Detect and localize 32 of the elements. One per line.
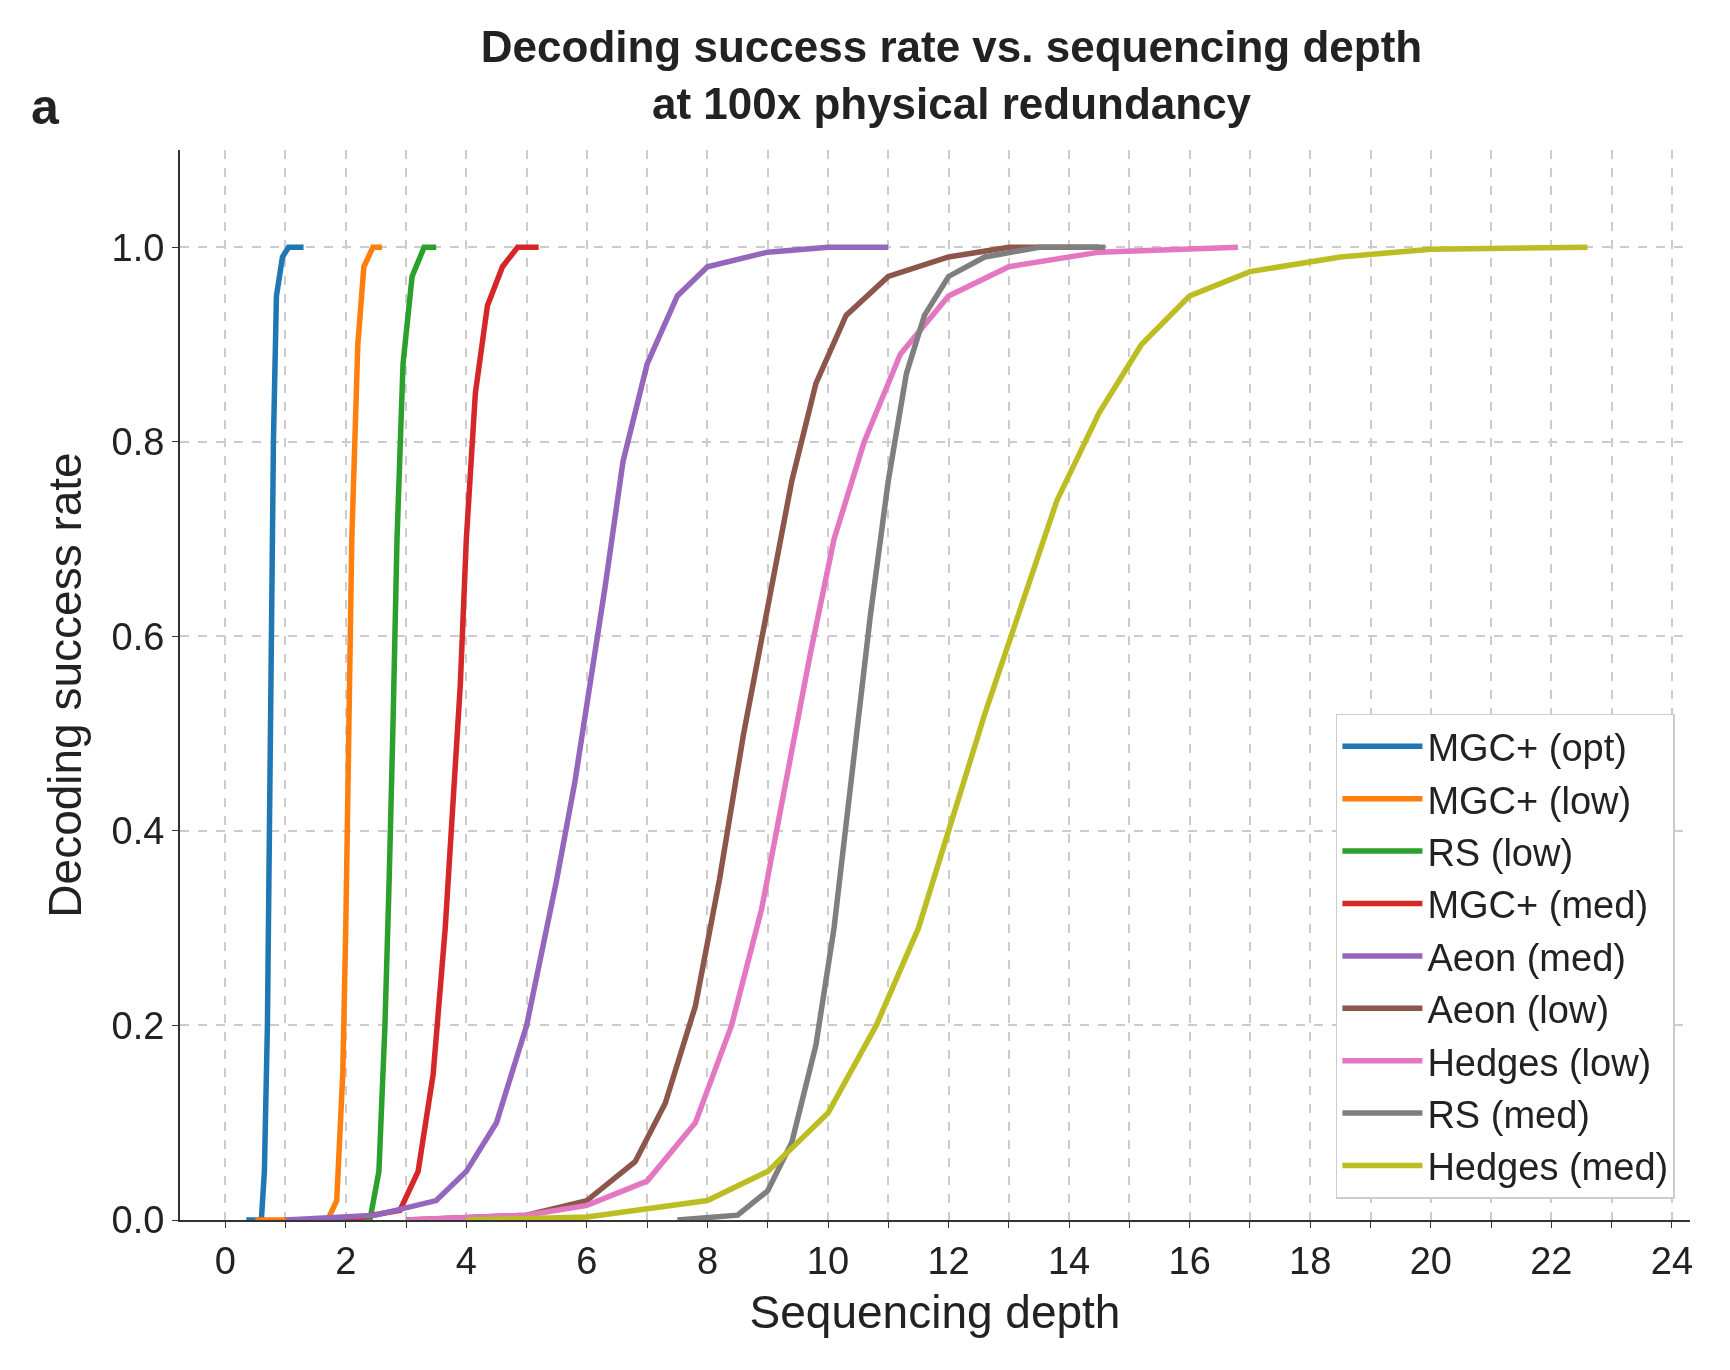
y-tick-label: 1.0 (111, 226, 165, 269)
legend-label: MGC+ (med) (1427, 884, 1649, 927)
x-tick-label: 18 (1289, 1239, 1332, 1282)
x-tick-label: 10 (806, 1239, 850, 1282)
x-tick-label: 24 (1650, 1239, 1694, 1282)
x-tick-label: 20 (1409, 1239, 1452, 1282)
y-axis-title: Decoding success rate (39, 452, 92, 918)
x-tick-label: 8 (696, 1239, 719, 1282)
legend-label: Aeon (med) (1427, 936, 1626, 979)
y-tick-label: 0.4 (111, 810, 165, 853)
chart-title: Decoding success rate vs. sequencing depth at 100x physical redundancy (480, 21, 1423, 128)
legend-label: MGC+ (opt) (1427, 727, 1627, 770)
legend-label: RS (med) (1427, 1093, 1590, 1136)
legend-label: RS (low) (1427, 831, 1574, 874)
y-tick-label: 0.8 (111, 421, 165, 464)
x-tick-label: 2 (335, 1239, 357, 1282)
x-tick-label: 0 (214, 1239, 236, 1282)
x-tick-label: 6 (576, 1239, 598, 1282)
x-axis-title: Sequencing depth (749, 1285, 1121, 1338)
y-tick-label: 0.0 (111, 1199, 165, 1242)
x-tick-label: 16 (1168, 1239, 1211, 1282)
y-tick-label: 0.2 (111, 1004, 165, 1047)
legend-label: Aeon (low) (1427, 989, 1610, 1032)
y-tick-label: 0.6 (111, 615, 165, 658)
legend-label: Hedges (low) (1427, 1041, 1652, 1084)
x-tick-label: 4 (455, 1239, 477, 1282)
text: a (31, 79, 60, 135)
legend-label: MGC+ (low) (1427, 779, 1632, 822)
x-tick-label: 22 (1530, 1239, 1573, 1282)
x-tick-label: 12 (927, 1239, 970, 1282)
legend-label: Hedges (med) (1427, 1146, 1669, 1189)
x-tick-label: 14 (1047, 1239, 1091, 1282)
